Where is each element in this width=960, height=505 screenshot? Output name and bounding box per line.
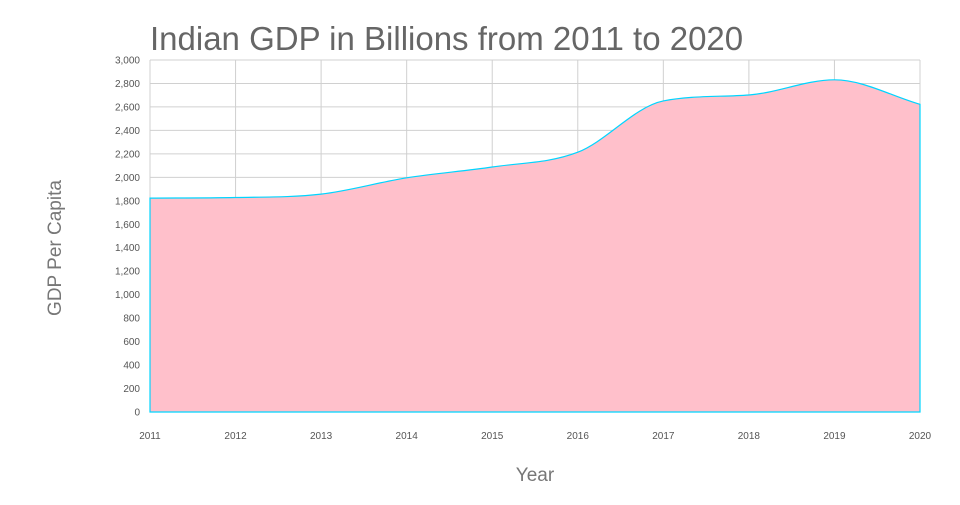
x-axis-label: Year [516, 465, 555, 486]
y-tick-label: 200 [123, 384, 140, 395]
data-point-2011[interactable] [148, 196, 152, 200]
x-tick-label: 2018 [738, 431, 761, 442]
y-tick-label: 2,800 [115, 79, 140, 90]
y-tick-label: 2,600 [115, 102, 140, 113]
data-point-2018[interactable] [747, 93, 751, 97]
area-series [148, 78, 922, 413]
y-tick-label: 2,200 [115, 149, 140, 160]
y-tick-label: 2,400 [115, 126, 140, 137]
chart-title: Indian GDP in Billions from 2011 to 2020 [150, 20, 743, 57]
y-tick-label: 600 [123, 337, 140, 348]
data-point-2020[interactable] [918, 102, 922, 106]
x-tick-label: 2014 [396, 431, 419, 442]
x-tick-label: 2020 [909, 431, 932, 442]
y-tick-label: 2,000 [115, 173, 140, 184]
y-tick-label: 400 [123, 361, 140, 372]
y-tick-label: 1,600 [115, 220, 140, 231]
x-tick-label: 2017 [652, 431, 675, 442]
x-tick-label: 2016 [567, 431, 590, 442]
y-tick-label: 0 [134, 408, 140, 419]
data-point-2012[interactable] [234, 196, 238, 200]
data-point-2016[interactable] [576, 150, 580, 154]
x-tick-label: 2015 [481, 431, 504, 442]
x-tick-label: 2013 [310, 431, 333, 442]
y-axis-ticks: 0 200 400 600 800 1,000 1,200 1,400 1,600 1,800 2,… [115, 56, 140, 419]
y-tick-label: 1,200 [115, 267, 140, 278]
y-tick-label: 1,400 [115, 243, 140, 254]
x-tick-label: 2011 [139, 431, 161, 442]
y-axis-label: GDP Per Capita [45, 180, 66, 316]
x-tick-label: 2019 [823, 431, 846, 442]
data-point-2019[interactable] [832, 78, 836, 82]
data-point-2014[interactable] [405, 176, 409, 180]
y-tick-label: 800 [123, 314, 140, 325]
y-tick-label: 1,800 [115, 196, 140, 207]
data-point-2013[interactable] [319, 192, 323, 196]
data-point-2015[interactable] [490, 165, 494, 169]
y-tick-label: 1,000 [115, 290, 140, 301]
y-tick-label: 3,000 [115, 56, 140, 67]
area-fill [149, 79, 921, 413]
x-axis-ticks: 2011 2012 2013 2014 2015 2016 2017 2018 2019 2020 [139, 431, 931, 442]
x-tick-label: 2012 [224, 431, 247, 442]
data-point-2017[interactable] [661, 99, 665, 103]
